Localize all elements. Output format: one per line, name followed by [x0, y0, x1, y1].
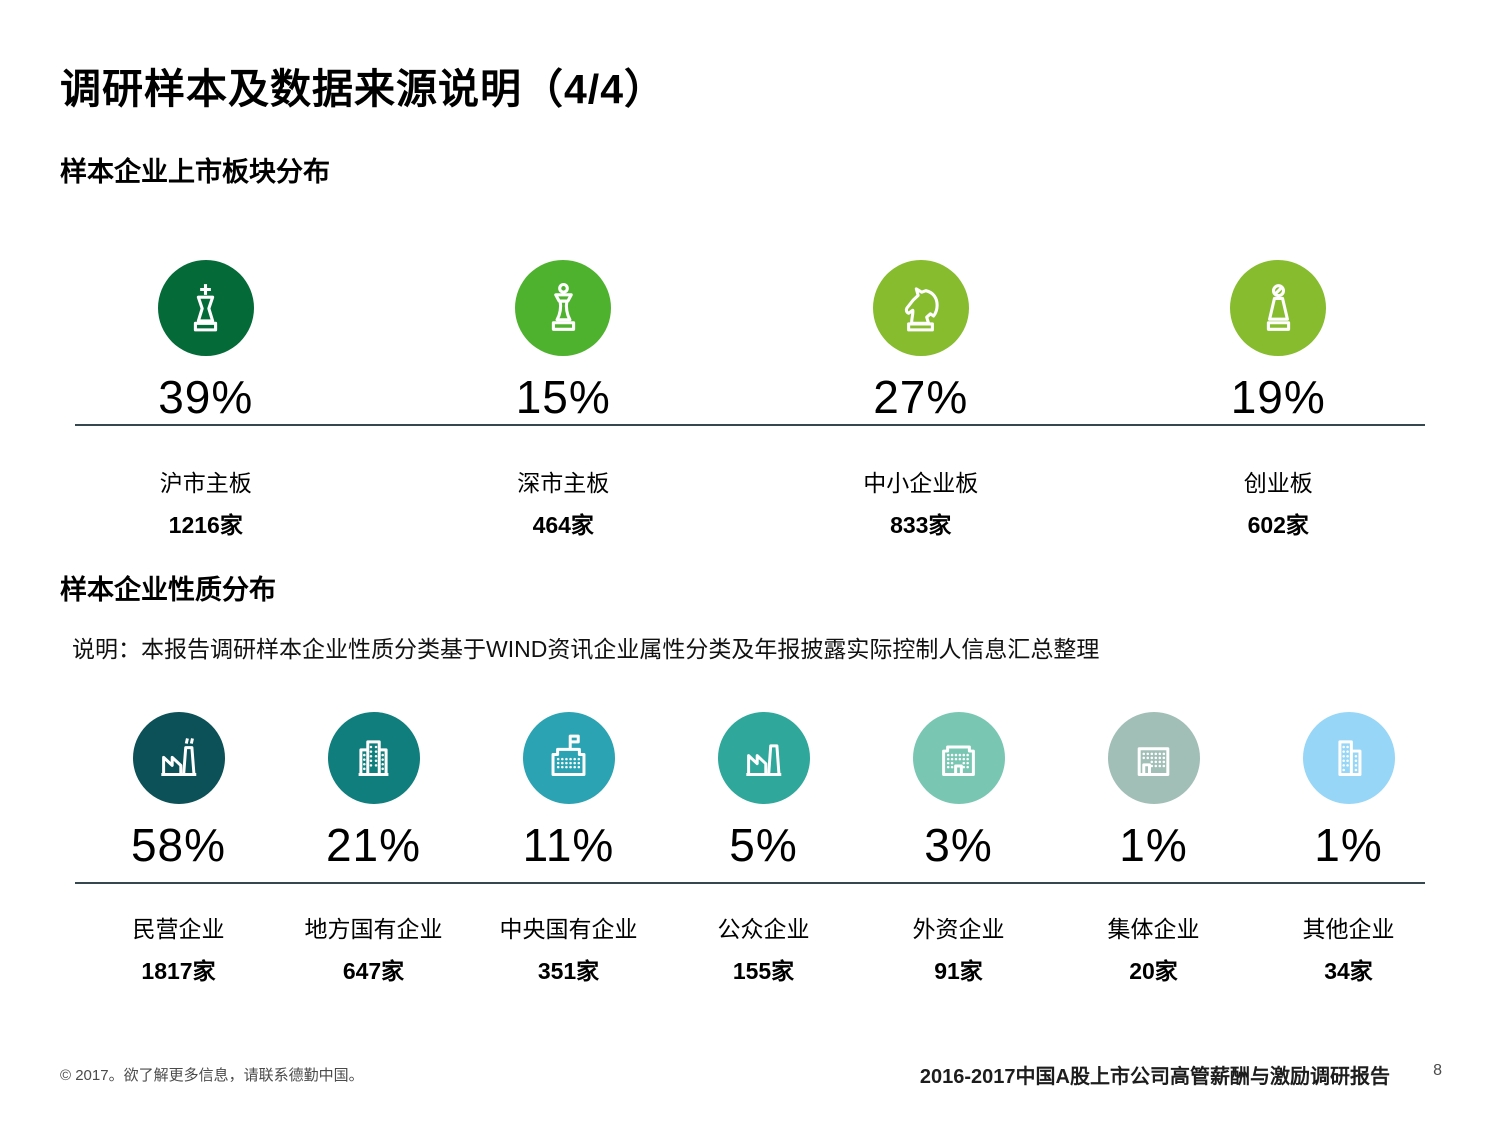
category-label: 公众企业: [717, 916, 810, 942]
stat-column: 21% 地方国有企业 647家: [276, 704, 471, 986]
divider-line: [75, 882, 1425, 884]
section2-heading: 样本企业性质分布: [60, 575, 276, 605]
chess-queen-icon: [515, 260, 612, 356]
page-title: 调研样本及数据来源说明（4/4）: [60, 66, 666, 112]
wide-building-door-icon: [1107, 712, 1200, 804]
category-label: 民营企业: [132, 916, 225, 942]
company-count: 464家: [532, 512, 594, 538]
category-label: 外资企业: [912, 916, 1005, 942]
category-label: 地方国有企业: [304, 916, 443, 942]
percent-value: 21%: [325, 819, 422, 871]
stat-column: 11% 中央国有企业 351家: [471, 704, 666, 986]
percent-value: 3%: [924, 819, 993, 871]
percent-value: 5%: [729, 819, 798, 871]
factory-icon: [717, 712, 810, 804]
report-title: 2016-2017中国A股上市公司高管薪酬与激励调研报告: [919, 1066, 1390, 1088]
percent-value: 1%: [1314, 819, 1383, 871]
page-number: 8: [1433, 1062, 1442, 1079]
chess-bishop-icon: [1230, 260, 1327, 356]
stat-column: 58% 民营企业 1817家: [81, 704, 276, 986]
section2-note: 说明：本报告调研样本企业性质分类基于WIND资讯企业属性分类及年报披露实际控制人…: [72, 636, 1100, 662]
company-count: 34家: [1324, 958, 1373, 984]
stat-column: 1% 集体企业 20家: [1056, 704, 1251, 986]
company-count: 351家: [537, 958, 600, 984]
category-label: 沪市主板: [159, 470, 252, 496]
percent-value: 11%: [522, 819, 615, 871]
category-label: 创业板: [1243, 470, 1313, 496]
stat-column: 19% 创业板 602家: [1100, 252, 1458, 540]
wide-building-icon: [912, 712, 1005, 804]
stat-column: 39% 沪市主板 1216家: [27, 252, 385, 540]
company-count: 91家: [934, 958, 983, 984]
stat-column: 5% 公众企业 155家: [666, 704, 861, 986]
copyright-text: © 2017。欲了解更多信息，请联系德勤中国。: [60, 1067, 364, 1084]
twin-towers-icon: [1302, 712, 1395, 804]
percent-value: 39%: [158, 371, 254, 423]
percent-value: 1%: [1119, 819, 1188, 871]
divider-line: [75, 424, 1425, 426]
percent-value: 58%: [130, 819, 227, 871]
category-label: 中小企业板: [863, 470, 979, 496]
percent-value: 15%: [515, 371, 611, 423]
section1-heading: 样本企业上市板块分布: [60, 157, 330, 187]
stat-column: 3% 外资企业 91家: [861, 704, 1056, 986]
percent-value: 27%: [873, 371, 969, 423]
category-label: 集体企业: [1107, 916, 1200, 942]
company-count: 647家: [342, 958, 405, 984]
stat-column: 27% 中小企业板 833家: [742, 252, 1100, 540]
category-label: 中央国有企业: [499, 916, 638, 942]
stat-column: 15% 深市主板 464家: [385, 252, 743, 540]
category-label: 其他企业: [1302, 916, 1395, 942]
factory-smoke-icon: [132, 712, 225, 804]
building-flag-icon: [522, 712, 615, 804]
percent-value: 19%: [1230, 371, 1326, 423]
section-listing-board: 39% 沪市主板 1216家 15% 深市主板 464家: [27, 252, 1457, 540]
company-count: 1216家: [168, 512, 243, 538]
company-count: 1817家: [141, 958, 216, 984]
company-count: 155家: [732, 958, 795, 984]
company-count: 20家: [1129, 958, 1178, 984]
office-building-icon: [327, 712, 420, 804]
section-ownership-nature: 58% 民营企业 1817家: [75, 704, 1446, 986]
company-count: 833家: [890, 512, 952, 538]
category-label: 深市主板: [517, 470, 610, 496]
stat-column: 1% 其他企业 34家: [1251, 704, 1446, 986]
chess-king-icon: [157, 260, 254, 356]
chess-knight-icon: [872, 260, 969, 356]
company-count: 602家: [1247, 512, 1309, 538]
